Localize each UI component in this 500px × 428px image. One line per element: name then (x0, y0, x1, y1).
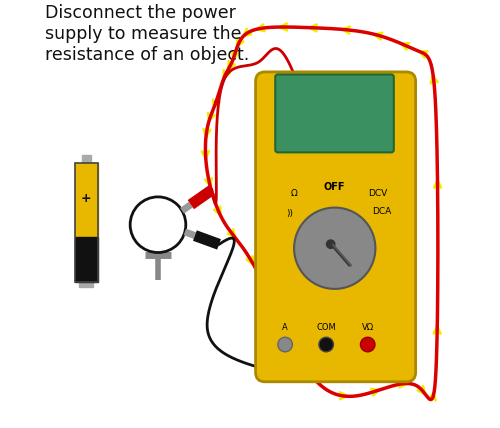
Circle shape (319, 337, 334, 352)
Circle shape (130, 197, 186, 253)
Circle shape (360, 337, 375, 352)
Text: OFF: OFF (324, 182, 345, 192)
Bar (82, 155, 91, 163)
Text: )): )) (286, 209, 294, 218)
Text: Ω: Ω (290, 189, 298, 198)
Circle shape (278, 337, 292, 352)
Text: DCV: DCV (368, 189, 387, 198)
Bar (74, 237, 98, 282)
Text: COM: COM (316, 323, 336, 332)
FancyBboxPatch shape (276, 74, 394, 152)
Bar (79, 282, 94, 287)
Text: +: + (81, 192, 92, 205)
Text: A: A (282, 323, 288, 332)
Text: VΩ: VΩ (362, 323, 374, 332)
Bar (74, 163, 98, 282)
Circle shape (326, 239, 336, 249)
Text: DCA: DCA (372, 207, 391, 216)
Circle shape (294, 208, 376, 289)
Text: Disconnect the power
supply to measure the
resistance of an object.: Disconnect the power supply to measure t… (44, 4, 249, 64)
FancyBboxPatch shape (256, 72, 416, 382)
Bar (74, 163, 98, 237)
